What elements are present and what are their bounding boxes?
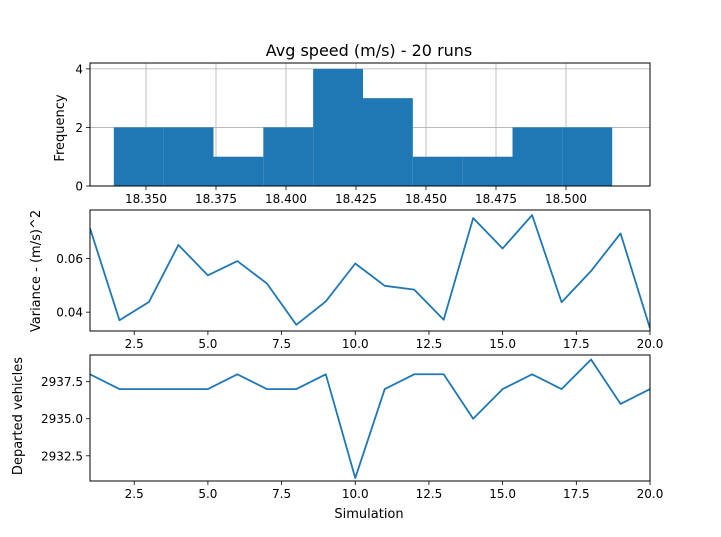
- departed-line: [90, 358, 650, 479]
- histogram-bar: [263, 127, 314, 186]
- histogram-bar: [562, 127, 613, 186]
- departed-xlabel: Simulation: [334, 507, 403, 522]
- x-tick-label: 18.500: [545, 192, 587, 206]
- x-tick-label: 18.400: [265, 192, 307, 206]
- x-tick-label: 20.0: [637, 337, 664, 351]
- x-tick-label: 2.5: [125, 337, 144, 351]
- variance-line: [90, 214, 650, 329]
- y-tick-label: 2: [75, 121, 83, 135]
- variance-yticks: 0.04 0.06: [56, 252, 90, 320]
- histogram-bars: [113, 68, 613, 186]
- x-tick-label: 18.425: [335, 192, 377, 206]
- variance-xticks: 2.5 5.0 7.5 10.0 12.5 15.0 17.5 20.0: [125, 331, 664, 351]
- x-tick-label: 10.0: [342, 487, 369, 501]
- y-tick-label: 4: [75, 62, 83, 76]
- y-tick-label: 0.06: [56, 252, 83, 266]
- x-tick-label: 5.0: [198, 337, 217, 351]
- x-tick-label: 15.0: [489, 487, 516, 501]
- x-tick-label: 10.0: [342, 337, 369, 351]
- y-tick-label: 0.04: [56, 306, 83, 320]
- x-tick-label: 7.5: [272, 487, 291, 501]
- histogram-ylabel: Frequency: [53, 94, 68, 161]
- x-tick-label: 17.5: [563, 487, 590, 501]
- series-line: [90, 214, 650, 329]
- x-tick-label: 12.5: [416, 487, 443, 501]
- y-tick-label: 2932.5: [41, 449, 83, 463]
- x-tick-label: 18.450: [405, 192, 447, 206]
- x-tick-label: 5.0: [198, 487, 217, 501]
- histogram-frame: [89, 62, 651, 187]
- histogram-bar: [213, 156, 264, 186]
- variance-frame: [89, 209, 651, 332]
- x-tick-label: 18.350: [125, 192, 167, 206]
- x-tick-label: 17.5: [563, 337, 590, 351]
- x-tick-label: 7.5: [272, 337, 291, 351]
- departed-ylabel: Departed vehicles: [11, 357, 26, 475]
- departed-xticks: 2.5 5.0 7.5 10.0 12.5 15.0 17.5 20.0: [125, 481, 664, 501]
- x-tick-label: 18.475: [475, 192, 517, 206]
- histogram-yticks: 0 2 4: [75, 62, 90, 194]
- x-tick-label: 2.5: [125, 487, 144, 501]
- x-tick-label: 20.0: [637, 487, 664, 501]
- histogram-bar: [412, 156, 463, 186]
- y-tick-label: 2937.5: [41, 375, 83, 389]
- histogram-bar: [113, 127, 164, 186]
- histogram-title: Avg speed (m/s) - 20 runs: [266, 41, 473, 60]
- histogram-bar: [163, 127, 214, 186]
- histogram-xticks: 18.350 18.375 18.400 18.425 18.450 18.475 18.5…: [125, 186, 587, 206]
- histogram-bar: [363, 98, 413, 186]
- histogram-bar: [462, 156, 513, 186]
- y-tick-label: 2935.0: [41, 412, 83, 426]
- variance-ylabel: Variance - (m/s)^2: [29, 210, 44, 332]
- x-tick-label: 12.5: [416, 337, 443, 351]
- variance-subplot: Variance - (m/s)^2 2.5 5.0 7.5 10.0 12.5 15.0…: [29, 209, 664, 351]
- histogram-bar: [512, 127, 563, 186]
- departed-subplot: Departed vehicles Simulation 2.5 5.0 7.5 10…: [11, 354, 664, 522]
- histogram-subplot: Avg speed (m/s) - 20 runs Frequency 18.3…: [53, 41, 651, 206]
- departed-yticks: 2932.5 2935.0 2937.5: [41, 375, 90, 463]
- y-tick-label: 0: [75, 180, 83, 194]
- x-tick-label: 15.0: [489, 337, 516, 351]
- x-tick-label: 18.375: [195, 192, 237, 206]
- departed-frame: [89, 354, 651, 482]
- series-line: [90, 358, 650, 479]
- histogram-bar: [313, 68, 363, 186]
